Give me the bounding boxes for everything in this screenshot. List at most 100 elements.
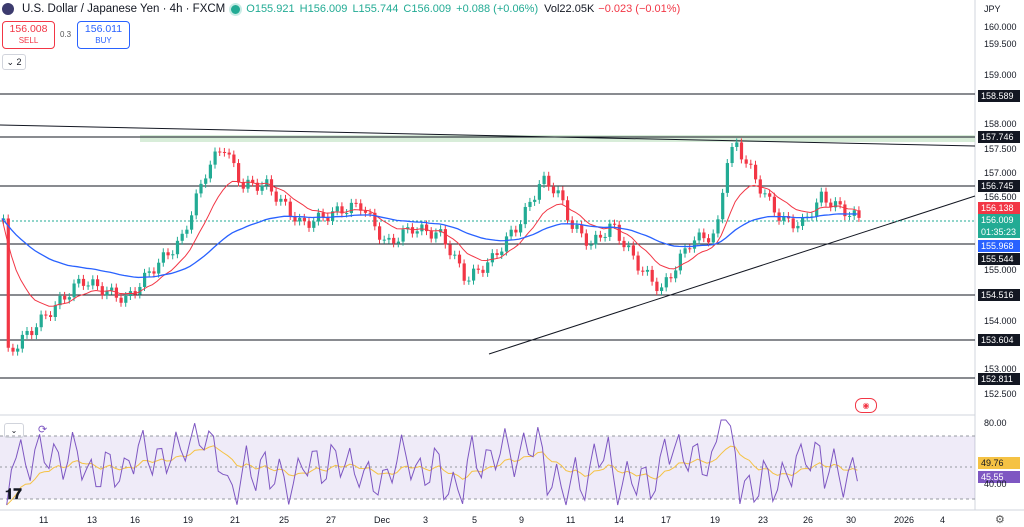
candle-body (293, 215, 297, 222)
chevron-down-icon: ⌄ (10, 426, 18, 435)
date-label: 19 (183, 515, 194, 525)
candle-body (237, 163, 241, 183)
candle-body (556, 190, 560, 194)
candle-body (711, 233, 715, 243)
candle-body (692, 240, 697, 249)
symbol-flag-icon (2, 3, 14, 15)
refresh-icon[interactable]: ⟳ (38, 424, 48, 436)
candle-body (730, 146, 734, 164)
candle-body (819, 191, 823, 203)
candle-body (44, 314, 48, 316)
candle-body (575, 224, 579, 229)
candle-body (443, 229, 447, 245)
candle-body (594, 234, 598, 245)
horizontal-levels (0, 93, 975, 379)
candle-body (161, 252, 165, 263)
date-label: 11 (39, 515, 49, 525)
price-tag: 153.604 (978, 334, 1020, 346)
ascending-trendline[interactable] (488, 195, 976, 355)
candle-body (331, 211, 335, 221)
candle-body (725, 163, 729, 193)
candle-body (420, 224, 424, 232)
candle-body (410, 227, 415, 234)
candle-body (246, 179, 250, 189)
candle-body (368, 212, 372, 214)
price-axis-label: 160.000 (984, 22, 1017, 32)
sell-label: SELL (18, 36, 39, 45)
candle-body (749, 163, 753, 165)
date-label: 25 (279, 515, 290, 525)
candle-body (829, 202, 833, 208)
candle-body (589, 244, 593, 246)
candle-body (345, 213, 349, 215)
candle-body (58, 295, 62, 306)
buy-price: 156.011 (84, 23, 123, 35)
candle-body (119, 297, 123, 303)
ohlc-values: O155.921 H156.009 L155.744 C156.009 +0.0… (246, 3, 540, 15)
candle-body (91, 279, 95, 286)
candle-body (645, 269, 650, 272)
change-value: +0.088 (+0.06%) (456, 3, 539, 15)
settings-gear-icon[interactable]: ⚙ (995, 514, 1005, 526)
candle-body (528, 201, 532, 207)
sell-price: 156.008 (9, 23, 48, 35)
date-label: 9 (519, 515, 525, 525)
symbol-title[interactable]: U.S. Dollar / Japanese Yen · 4h · FXCM (22, 3, 226, 15)
candle-body (603, 236, 607, 238)
candle-body (105, 290, 109, 296)
rsi-collapse-button[interactable]: ⌄ (4, 423, 24, 438)
candle-body (2, 218, 6, 220)
currency-label: JPY (984, 4, 1001, 14)
date-label: 21 (230, 515, 241, 525)
candle-body (848, 215, 852, 217)
candle-body (824, 191, 828, 203)
date-label: 3 (423, 515, 429, 525)
candle-body (279, 198, 283, 202)
candle-body (307, 221, 311, 228)
candle-body (382, 239, 386, 241)
indicator-count: 2 (16, 57, 22, 67)
date-label: 17 (661, 515, 672, 525)
candle-body (500, 251, 504, 256)
candle-body (660, 287, 664, 292)
buy-button[interactable]: 156.011 BUY (77, 21, 130, 49)
candle-body (96, 279, 100, 287)
candle-body (537, 184, 541, 200)
close-value: C156.009 (403, 3, 452, 15)
tradingview-logo-icon: 𝟏𝟕 (5, 486, 22, 503)
candle-body (627, 245, 631, 248)
resistance-zone (140, 135, 975, 142)
candle-body (30, 330, 34, 336)
buy-label: BUY (95, 36, 112, 45)
candle-body (190, 215, 194, 230)
candle-body (472, 268, 476, 281)
sell-button[interactable]: 156.008 SELL (2, 21, 55, 49)
candle-body (655, 281, 659, 292)
descending-trendline[interactable] (0, 124, 976, 147)
price-tag: 155.544 (978, 253, 1020, 265)
candle-body (302, 217, 306, 222)
candle-body (378, 226, 382, 240)
candle-body (697, 232, 701, 241)
candle-body (490, 253, 494, 263)
rsi-axis-label: 80.00 (984, 418, 1007, 428)
candle-body (335, 206, 339, 212)
candle-body (481, 269, 485, 273)
candle-body (514, 229, 518, 233)
price-tag: 158.589 (978, 90, 1020, 102)
candle-body (340, 206, 344, 214)
candle-body (20, 334, 24, 349)
date-label: 30 (846, 515, 857, 525)
candle-body (138, 286, 142, 295)
date-label: 14 (614, 515, 625, 525)
volume-value: Vol22.05K (544, 3, 595, 15)
candle-body (453, 254, 457, 256)
candle-body (363, 210, 368, 213)
candle-body (519, 224, 523, 233)
candle-body (143, 272, 147, 287)
economic-event-icon[interactable]: ◉ (855, 398, 877, 413)
candle-body (716, 219, 720, 234)
indicators-collapse-button[interactable]: ⌄ 2 (2, 54, 26, 70)
